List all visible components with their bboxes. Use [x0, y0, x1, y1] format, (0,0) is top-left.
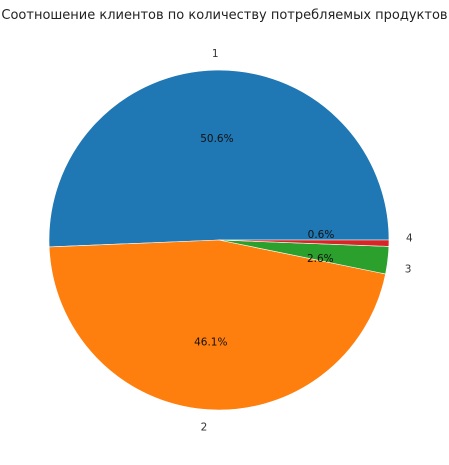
category-label-4: 4 — [406, 233, 413, 245]
pie-slice-1 — [48, 69, 390, 248]
pie-slices — [48, 69, 390, 411]
category-label-3: 3 — [405, 263, 412, 275]
percent-label-1: 50.6% — [200, 133, 233, 145]
chart-title: Соотношение клиентов по количеству потре… — [1, 8, 448, 23]
pie-labels: 1 50.6% 2 46.1% 3 2.6% 4 0.6% — [194, 48, 413, 433]
category-label-1: 1 — [212, 48, 219, 60]
percent-label-2: 46.1% — [194, 337, 227, 349]
pie-slice-4 — [218, 239, 390, 247]
percent-label-4: 0.6% — [308, 229, 335, 241]
category-label-2: 2 — [201, 421, 208, 433]
percent-label-3: 2.6% — [307, 253, 334, 265]
pie-slice-2 — [48, 239, 386, 411]
